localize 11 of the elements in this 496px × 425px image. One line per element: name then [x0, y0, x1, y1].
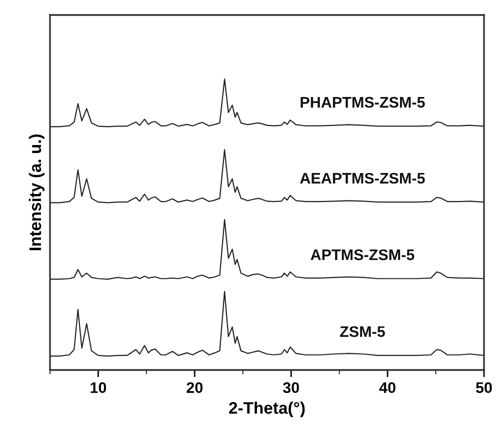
series-label: ZSM-5 — [340, 326, 385, 338]
x-tick-label: 40 — [379, 382, 396, 394]
series-label: APTMS-ZSM-5 — [310, 249, 414, 260]
x-tick-label: 20 — [186, 382, 203, 394]
x-tick-label: 50 — [476, 382, 492, 394]
x-tick-label: 10 — [90, 382, 106, 394]
x-axis-title: 2-Theta(°) — [229, 402, 305, 418]
series-label: PHAPTMS-ZSM-5 — [300, 96, 425, 108]
y-axis-title: Intensity (a. u.) — [28, 134, 44, 250]
series-label: AEAPTMS-ZSM-5 — [300, 172, 425, 184]
x-tick-label: 30 — [282, 382, 299, 394]
